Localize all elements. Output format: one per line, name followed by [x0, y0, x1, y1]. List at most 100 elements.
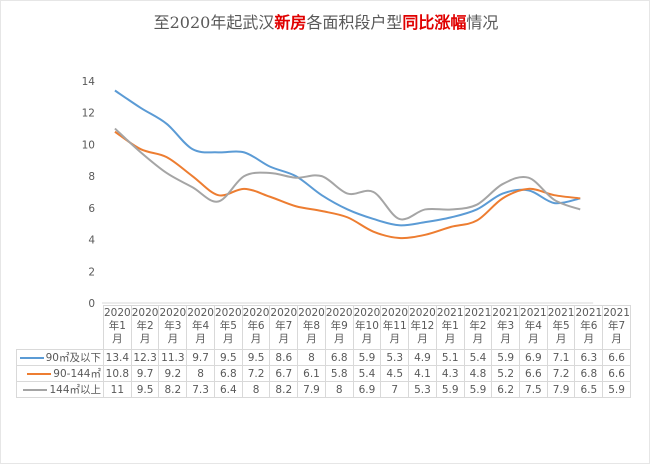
- x-tick-label: 2020 年3 月: [158, 305, 188, 350]
- y-tick-label: 4: [88, 235, 95, 247]
- title-segment: 同比涨幅: [402, 13, 467, 32]
- data-label: 4.8: [463, 365, 493, 382]
- data-label: 6.1: [297, 365, 326, 382]
- data-label: 7.2: [241, 365, 271, 382]
- data-label: 12.3: [130, 349, 160, 366]
- data-label: 5.3: [380, 349, 410, 366]
- data-label: 6.7: [269, 365, 299, 382]
- data-label: 10.8: [103, 365, 132, 382]
- x-tick-label: 2020 年4 月: [186, 305, 215, 350]
- x-tick-label: 2021 年4 月: [519, 305, 548, 350]
- data-label: 8.2: [158, 381, 188, 398]
- data-label: 4.1: [408, 365, 437, 382]
- data-label: 4.9: [408, 349, 437, 366]
- series-line-1: [114, 130, 581, 240]
- data-label: 6.6: [602, 349, 631, 366]
- data-label: 13.4: [103, 349, 132, 366]
- data-label: 11.3: [158, 349, 188, 366]
- table-row: 90-144㎡ 10.8 9.7 9.2 8 6.8 7.2 6.7 6.1 5.8 5.4 4.5 4…: [16, 365, 631, 382]
- legend-label: 90-144㎡: [53, 368, 101, 380]
- data-label: 6.5: [574, 381, 604, 398]
- x-tick-label: 2020 年10 月: [352, 305, 382, 350]
- x-tick-label: 2020 年5 月: [213, 305, 243, 350]
- chart-title: 至2020年起武汉新房各面积段户型同比涨幅情况: [1, 9, 649, 33]
- y-tick-label: 12: [82, 108, 95, 120]
- title-segment: 新房: [274, 13, 307, 32]
- y-tick-label: 14: [82, 76, 96, 88]
- data-label: 8: [297, 349, 326, 366]
- legend-label: 90㎡及以下: [45, 352, 101, 364]
- x-tick-label: 2020 年1 月: [103, 305, 132, 350]
- data-label: 6.9: [352, 381, 382, 398]
- x-tick-label: 2020 年11 月: [380, 305, 410, 350]
- data-label: 8: [324, 381, 354, 398]
- data-label: 5.1: [435, 349, 465, 366]
- legend-swatch: [19, 357, 44, 359]
- legend-entry: 90㎡及以下: [16, 349, 104, 366]
- data-label: 5.9: [463, 381, 493, 398]
- data-label: 6.4: [213, 381, 243, 398]
- data-label: 6.8: [324, 349, 354, 366]
- x-tick-label: 2020 年7 月: [269, 305, 299, 350]
- data-label: 9.7: [186, 349, 215, 366]
- legend-swatch: [23, 389, 48, 391]
- x-tick-label: 2021 年2 月: [463, 305, 493, 350]
- table-row: 90㎡及以下 13.4 12.3 11.3 9.7 9.5 9.5 8.6 8 6.8 5.9 5.3…: [16, 349, 631, 366]
- data-label: 11: [103, 381, 132, 398]
- data-label: 5.3: [408, 381, 437, 398]
- data-table: 2020 年1 月 2020 年2 月 2020 年3 月 2020 年4 月 2020 年5 月 2020 年…: [16, 305, 631, 398]
- data-label: 9.5: [130, 381, 160, 398]
- data-label: 7.3: [186, 381, 215, 398]
- data-label: 9.5: [213, 349, 243, 366]
- data-label: 4.3: [435, 365, 465, 382]
- data-label: 7.9: [546, 381, 576, 398]
- title-segment: 各面积段户型: [306, 13, 403, 32]
- title-segment: 至2020年起武汉: [153, 13, 275, 32]
- x-tick-label: 2020 年6 月: [241, 305, 271, 350]
- data-label: 7.2: [546, 365, 576, 382]
- x-tick-label: 2021 年1 月: [435, 305, 465, 350]
- data-label: 5.4: [352, 365, 382, 382]
- y-tick-label: 10: [82, 139, 95, 151]
- x-tick-label: 2020 年2 月: [130, 305, 160, 350]
- legend-entry: 90-144㎡: [16, 365, 104, 382]
- data-label: 7.9: [297, 381, 326, 398]
- data-label: 6.6: [519, 365, 548, 382]
- data-label: 8: [186, 365, 215, 382]
- legend-label: 144㎡以上: [49, 384, 101, 396]
- data-label: 6.9: [519, 349, 548, 366]
- data-label: 8.6: [269, 349, 299, 366]
- data-label: 9.2: [158, 365, 188, 382]
- y-tick-label: 6: [88, 203, 95, 215]
- data-label: 5.9: [602, 381, 631, 398]
- y-tick-label: 0: [88, 298, 95, 310]
- title-segment: 情况: [466, 13, 499, 32]
- data-label: 7.1: [546, 349, 576, 366]
- data-label: 7.5: [519, 381, 548, 398]
- data-label: 8.2: [269, 381, 299, 398]
- x-tick-label: 2020 年8 月: [297, 305, 326, 350]
- data-label: 6.6: [602, 365, 631, 382]
- y-tick-label: 8: [88, 171, 95, 183]
- data-label: 8: [241, 381, 271, 398]
- x-tick-label: 2021 年3 月: [491, 305, 521, 350]
- data-label: 9.7: [130, 365, 160, 382]
- data-label: 6.2: [491, 381, 521, 398]
- data-label: 6.3: [574, 349, 604, 366]
- data-label: 5.4: [463, 349, 493, 366]
- data-label: 5.9: [491, 349, 521, 366]
- data-label: 5.9: [352, 349, 382, 366]
- x-tick-label: 2021 年5 月: [546, 305, 576, 350]
- data-label: 5.9: [435, 381, 465, 398]
- data-label: 5.8: [324, 365, 354, 382]
- data-label: 6.8: [574, 365, 604, 382]
- legend-entry: 144㎡以上: [16, 381, 104, 398]
- series-line-2: [114, 127, 581, 221]
- data-label: 7: [380, 381, 410, 398]
- data-label: 5.2: [491, 365, 521, 382]
- x-tick-label: 2021 年7 月: [602, 305, 631, 350]
- x-tick-label: 2020 年9 月: [324, 305, 354, 350]
- legend-swatch: [27, 373, 52, 375]
